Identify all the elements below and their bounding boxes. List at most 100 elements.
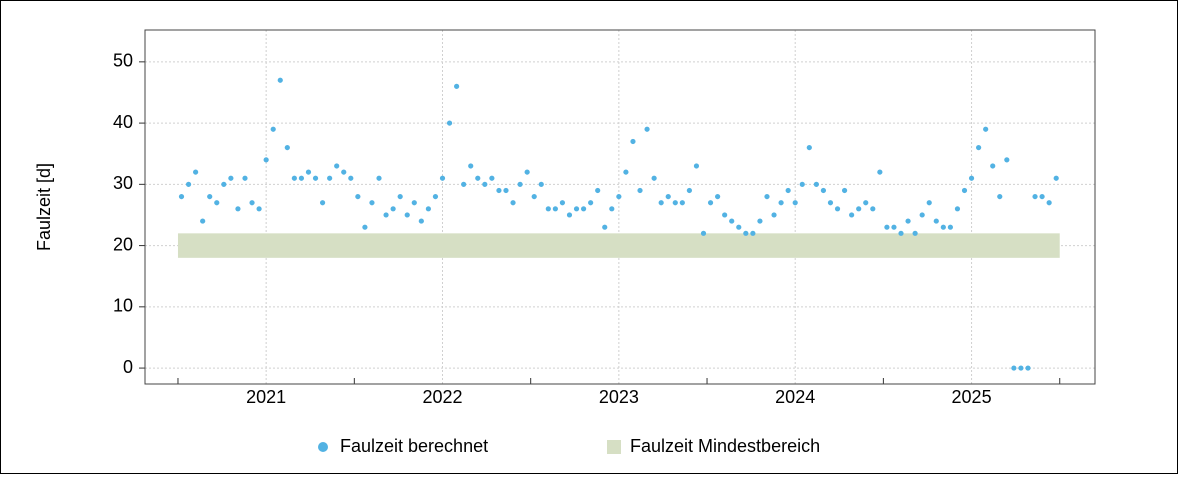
data-point (439, 175, 446, 181)
data-point (750, 230, 756, 236)
data-point (291, 175, 297, 181)
data-point (468, 163, 474, 169)
data-point (390, 206, 396, 212)
data-point (990, 163, 996, 169)
data-point (242, 175, 248, 181)
data-point (510, 200, 516, 206)
data-point (898, 230, 904, 236)
data-point (792, 200, 798, 206)
data-point (778, 200, 784, 206)
data-point (933, 218, 939, 224)
data-point (298, 175, 305, 181)
data-point (496, 187, 502, 194)
data-point (912, 230, 918, 236)
data-point (856, 206, 862, 212)
data-point (940, 224, 946, 230)
data-point (404, 212, 410, 218)
data-point (623, 169, 629, 175)
data-point (658, 200, 664, 206)
y-tick-label: 50 (113, 51, 133, 71)
data-point (700, 230, 707, 236)
data-point (305, 169, 312, 175)
data-point (482, 181, 488, 187)
y-axis-label: Faulzeit [d] (34, 163, 54, 251)
data-point (489, 175, 495, 181)
data-point (327, 175, 333, 181)
data-point (1039, 193, 1045, 200)
data-point (221, 181, 227, 187)
data-point (891, 224, 897, 230)
legend-marker (607, 440, 621, 454)
data-point (729, 218, 735, 224)
range-band (177, 233, 1060, 258)
data-point (566, 212, 573, 218)
data-point (461, 181, 467, 187)
data-point (376, 175, 382, 181)
data-point (693, 163, 700, 169)
data-point (665, 193, 671, 200)
data-point (503, 187, 509, 194)
data-point (757, 218, 763, 224)
data-point (1018, 365, 1024, 371)
data-point (538, 181, 544, 187)
data-point (454, 83, 460, 89)
data-point (249, 200, 255, 206)
data-point (715, 193, 721, 200)
legend-marker (318, 442, 328, 452)
data-point (277, 77, 283, 83)
data-point (1053, 175, 1059, 181)
data-point (214, 200, 220, 206)
data-point (954, 206, 961, 212)
data-point (270, 126, 276, 132)
data-point (432, 193, 439, 200)
data-point (672, 200, 678, 206)
data-point (827, 200, 834, 206)
data-point (475, 175, 481, 181)
data-point (813, 181, 819, 187)
data-point (799, 181, 805, 187)
plot-frame (144, 29, 1096, 385)
data-point (228, 175, 234, 181)
data-point (312, 175, 319, 181)
data-point (736, 224, 742, 230)
data-point (319, 200, 326, 206)
data-point (207, 193, 213, 200)
data-point (644, 126, 650, 132)
data-point (595, 187, 601, 194)
data-point (334, 163, 340, 169)
data-point (425, 206, 431, 212)
data-point (820, 187, 827, 194)
x-tick-label: 2021 (246, 387, 286, 407)
data-point (348, 175, 354, 181)
data-point (580, 206, 587, 212)
data-point (806, 144, 812, 151)
data-point (785, 187, 791, 194)
x-tick-label: 2022 (422, 387, 462, 407)
data-point (411, 200, 417, 206)
data-point (193, 169, 199, 175)
data-point (961, 187, 968, 194)
data-point (976, 144, 982, 151)
data-point (531, 193, 537, 200)
y-tick-label: 10 (113, 296, 133, 316)
data-point (707, 200, 714, 206)
y-tick-label: 0 (123, 357, 133, 377)
data-point (341, 169, 347, 175)
y-tick-label: 20 (113, 234, 133, 254)
data-point (926, 200, 932, 206)
data-point (616, 193, 622, 200)
data-point (1046, 200, 1052, 206)
data-point (185, 181, 192, 187)
data-point (573, 206, 580, 212)
data-point (997, 193, 1003, 200)
data-point (609, 206, 615, 212)
y-tick-label: 30 (113, 173, 133, 193)
data-point (524, 169, 530, 175)
y-tick-label: 40 (113, 112, 133, 132)
data-point (834, 206, 841, 212)
data-point (919, 212, 925, 218)
data-point (722, 212, 728, 218)
data-point (545, 206, 551, 212)
data-point (884, 224, 890, 230)
